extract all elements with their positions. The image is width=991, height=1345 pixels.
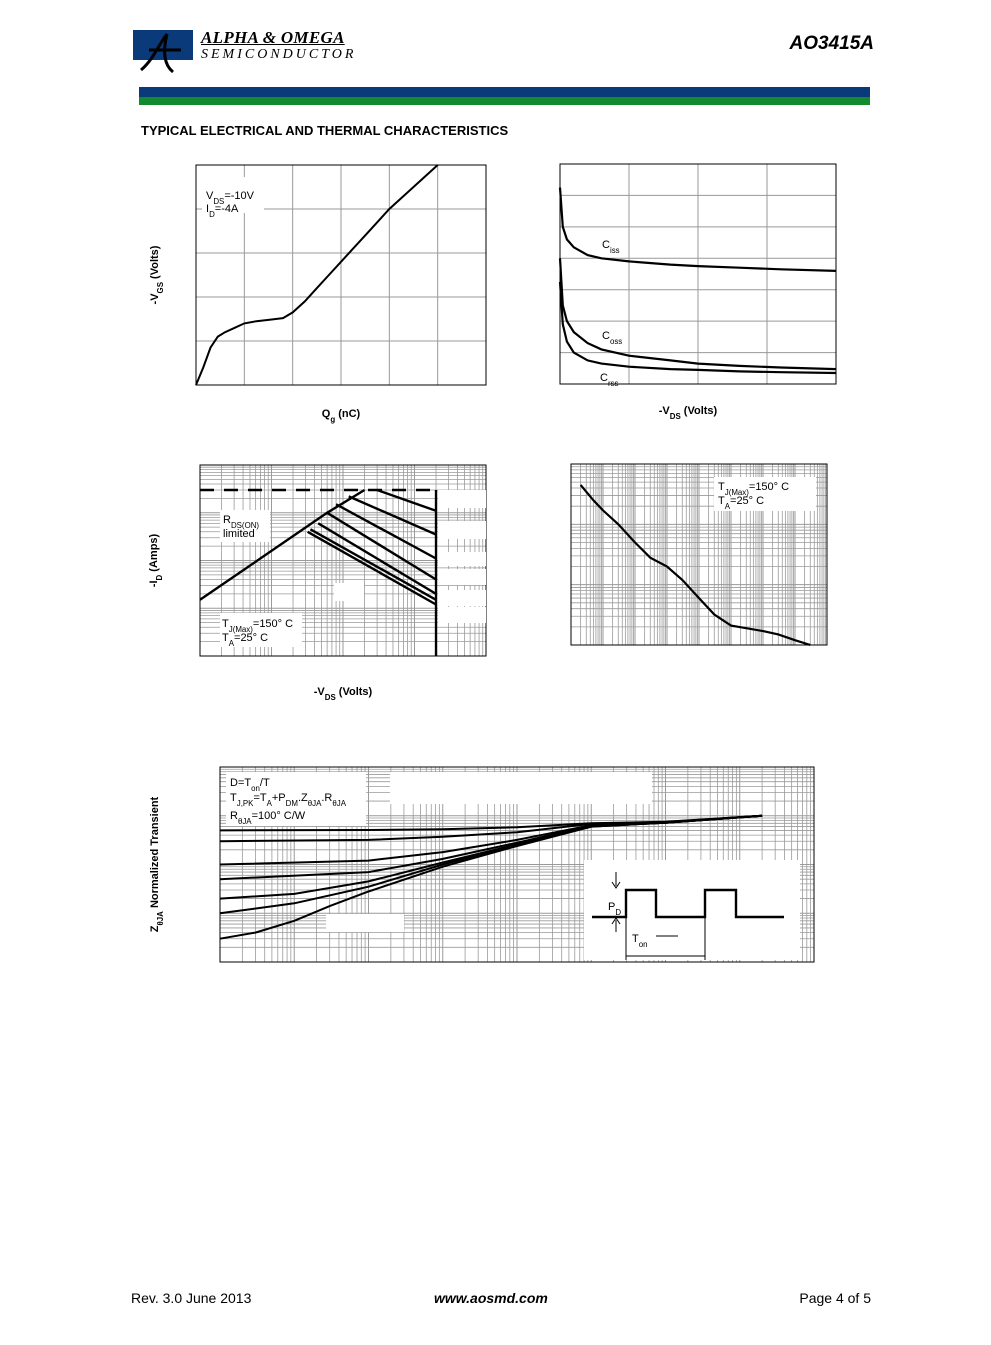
annotation-tj: TJ(Max)=150° C [222, 618, 293, 634]
figure-9-safe-operating-area-chart: RDS(ON)limited TJ(Max)=150° CTA=25° C -VDS… [148, 464, 487, 702]
soa-100ms-line [317, 522, 437, 595]
y-axis-label: -VGS (Volts) [149, 245, 165, 304]
series-label: Coss [602, 330, 622, 346]
soa-100us-line [348, 495, 437, 536]
x-axis-label: Qg (nC) [322, 408, 361, 424]
annotation-limited: limited [223, 528, 255, 540]
plot-frame [195, 164, 487, 386]
annotation-rdson: RDS(ON) [223, 514, 259, 530]
annotation-box-bg [438, 490, 486, 508]
single-pulse-power-curve [579, 484, 811, 647]
header-band-green [139, 97, 870, 105]
annotation-box-bg [714, 477, 816, 511]
soa-dc-line [307, 530, 437, 606]
figure-10-single-pulse-power-chart: TJ(Max)=150° CTA=25° C [570, 463, 828, 647]
company-logo [133, 30, 195, 74]
crss-curve [558, 281, 837, 375]
pd-arrowhead-bottom [611, 917, 621, 925]
impedance-curve-single-pulse [219, 814, 763, 940]
annotation-box-bg [326, 914, 404, 932]
footer-revision: Rev. 3.0 June 2013 [131, 1290, 252, 1306]
annotation-box-bg [226, 772, 366, 826]
annotation-duty: D=Ton/T [230, 777, 270, 793]
annotation-box-bg [438, 521, 486, 539]
header-band-blue [139, 87, 870, 97]
y-axis-label: -ID (Amps) [148, 533, 164, 587]
alpha-omega-logo-icon [133, 30, 193, 74]
annotation-box-bg [438, 590, 486, 606]
figure-11-transient-thermal-impedance-chart: D=Ton/TTJ,PK=TA+PDM.ZθJA.RθJA RθJA=100° C… [149, 766, 815, 963]
series-label: Ciss [602, 239, 620, 255]
annotation-box-bg [438, 552, 486, 566]
annotation-vds: VDS=-10V [206, 190, 255, 206]
annotation-rthja: RθJA=100° C/W [230, 810, 306, 826]
x-axis-label: -VDS (Volts) [659, 405, 718, 421]
annotation-box-bg [202, 177, 264, 213]
figure-8-capacitance-chart: Ciss Coss Crss -VDS (Volts) [558, 163, 837, 421]
footer-url-link[interactable]: www.aosmd.com [434, 1290, 548, 1306]
soa-1ms-line [335, 503, 437, 560]
footer-page-number: Page 4 of 5 [799, 1290, 871, 1306]
x-axis-label: -VDS (Volts) [314, 686, 373, 702]
annotation-box-bg [390, 772, 652, 804]
annotation-box-bg [584, 860, 800, 960]
inset-label-pd: PD [608, 901, 621, 917]
annotation-id: ID=-4A [206, 203, 239, 219]
annotation-box-bg [438, 607, 486, 623]
gate-charge-curve [195, 164, 439, 386]
pd-arrowhead-top [611, 881, 621, 889]
section-title: TYPICAL ELECTRICAL AND THERMAL CHARACTER… [141, 123, 509, 138]
annotation-ta: TA=25° C [718, 495, 764, 511]
pulse-waveform [592, 888, 784, 919]
company-name: ALPHA & OMEGA [201, 28, 345, 47]
annotation-tjpk: TJ,PK=TA+PDM.ZθJA.RθJA [230, 792, 347, 808]
inset-label-ton: Ton [632, 933, 648, 949]
annotation-box-bg [438, 569, 486, 585]
company-subtitle: SEMICONDUCTOR [201, 47, 357, 62]
annotation-box-bg [220, 613, 302, 647]
soa-10ms-line [326, 511, 437, 581]
series-label: Crss [600, 372, 619, 388]
part-number: AO3415A [789, 33, 875, 54]
soa-10us-line [376, 488, 437, 512]
annotation-box-bg [220, 510, 270, 542]
soa-10s-line [309, 528, 437, 601]
annotation-tj: TJ(Max)=150° C [718, 481, 789, 497]
ciss-curve [558, 187, 837, 272]
y-axis-label-line1: ZθJA Normalized Transient [149, 796, 165, 932]
annotation-box-bg [334, 583, 364, 601]
plot-frame [570, 463, 828, 646]
coss-curve [558, 258, 837, 371]
annotation-ta: TA=25° C [222, 632, 268, 648]
